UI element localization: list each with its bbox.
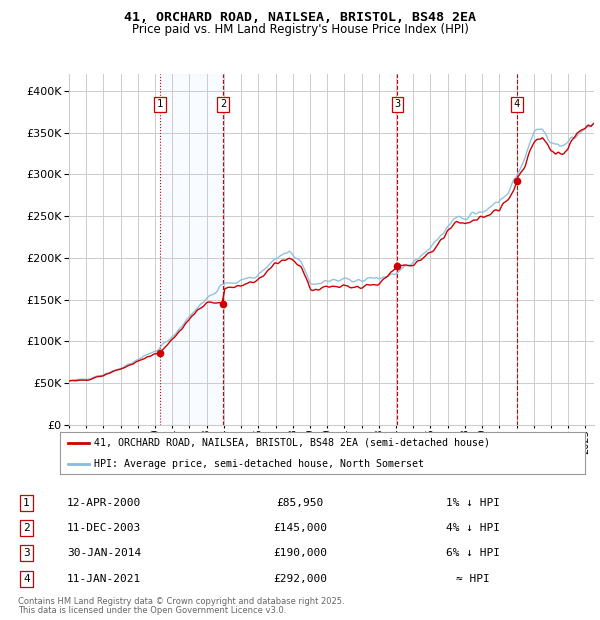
Text: HPI: Average price, semi-detached house, North Somerset: HPI: Average price, semi-detached house,… <box>94 459 424 469</box>
Text: 11-DEC-2003: 11-DEC-2003 <box>67 523 141 533</box>
Text: 4: 4 <box>514 99 520 109</box>
Text: 11-JAN-2021: 11-JAN-2021 <box>67 574 141 584</box>
Bar <box>160 74 223 425</box>
Text: 1% ↓ HPI: 1% ↓ HPI <box>446 498 500 508</box>
Text: £190,000: £190,000 <box>273 548 327 558</box>
Text: 41, ORCHARD ROAD, NAILSEA, BRISTOL, BS48 2EA (semi-detached house): 41, ORCHARD ROAD, NAILSEA, BRISTOL, BS48… <box>94 438 490 448</box>
Text: 30-JAN-2014: 30-JAN-2014 <box>67 548 141 558</box>
Text: £145,000: £145,000 <box>273 523 327 533</box>
Text: Price paid vs. HM Land Registry's House Price Index (HPI): Price paid vs. HM Land Registry's House … <box>131 23 469 36</box>
Text: £292,000: £292,000 <box>273 574 327 584</box>
Text: 3: 3 <box>23 548 30 558</box>
Text: 1: 1 <box>23 498 30 508</box>
Text: This data is licensed under the Open Government Licence v3.0.: This data is licensed under the Open Gov… <box>18 606 286 615</box>
Text: ≈ HPI: ≈ HPI <box>456 574 490 584</box>
Text: 1: 1 <box>157 99 163 109</box>
Text: 4% ↓ HPI: 4% ↓ HPI <box>446 523 500 533</box>
Text: 12-APR-2000: 12-APR-2000 <box>67 498 141 508</box>
Text: 4: 4 <box>23 574 30 584</box>
Text: 2: 2 <box>220 99 226 109</box>
Text: 6% ↓ HPI: 6% ↓ HPI <box>446 548 500 558</box>
Text: 41, ORCHARD ROAD, NAILSEA, BRISTOL, BS48 2EA: 41, ORCHARD ROAD, NAILSEA, BRISTOL, BS48… <box>124 11 476 24</box>
Text: 2: 2 <box>23 523 30 533</box>
Text: Contains HM Land Registry data © Crown copyright and database right 2025.: Contains HM Land Registry data © Crown c… <box>18 597 344 606</box>
Text: £85,950: £85,950 <box>277 498 323 508</box>
Text: 3: 3 <box>394 99 401 109</box>
